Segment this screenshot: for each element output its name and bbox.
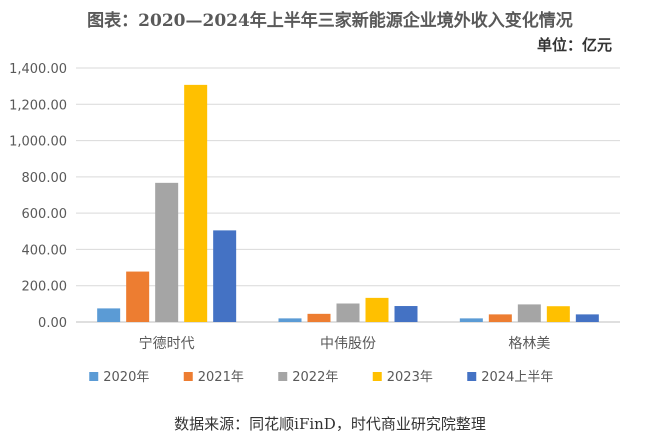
legend-swatch: [278, 372, 288, 381]
bar: [126, 271, 150, 322]
legend-label: 2021年: [198, 370, 244, 385]
bar: [459, 318, 483, 322]
bar: [307, 313, 331, 322]
bar: [97, 308, 121, 322]
x-tick-label: 格林美: [508, 336, 550, 352]
y-tick-label: 400.00: [22, 243, 68, 258]
y-tick-label: 1,000.00: [9, 135, 67, 150]
y-tick-label: 600.00: [22, 207, 68, 222]
bar: [155, 182, 179, 322]
legend-swatch: [183, 372, 193, 381]
legend-label: 2022年: [292, 370, 338, 385]
y-tick-label: 1,400.00: [9, 62, 67, 77]
bar: [488, 314, 512, 322]
legend-label: 2020年: [103, 370, 149, 385]
bar: [213, 230, 237, 322]
unit-label: 单位：亿元: [536, 36, 612, 54]
y-tick-label: 200.00: [22, 280, 68, 295]
chart-title: 图表：2020—2024年上半年三家新能源企业境外收入变化情况: [87, 11, 573, 31]
bar: [278, 318, 302, 322]
bar: [394, 306, 418, 322]
source-note: 数据来源：同花顺iFinD，时代商业研究院整理: [174, 415, 486, 433]
bar: [517, 304, 541, 322]
bar: [365, 297, 389, 322]
y-tick-label: 800.00: [22, 171, 68, 186]
x-tick-label: 宁德时代: [139, 335, 195, 352]
y-tick-label: 1,200.00: [9, 98, 67, 113]
x-tick-label: 中伟股份: [320, 336, 376, 352]
bar: [575, 314, 599, 322]
bar: [546, 306, 570, 322]
bar: [336, 303, 360, 322]
legend-swatch: [467, 372, 477, 381]
legend-label: 2024上半年: [481, 370, 553, 385]
legend-swatch: [89, 372, 99, 381]
bar: [184, 84, 208, 322]
legend-swatch: [372, 372, 382, 381]
legend-label: 2023年: [387, 370, 433, 385]
y-tick-label: 0.00: [38, 316, 67, 331]
